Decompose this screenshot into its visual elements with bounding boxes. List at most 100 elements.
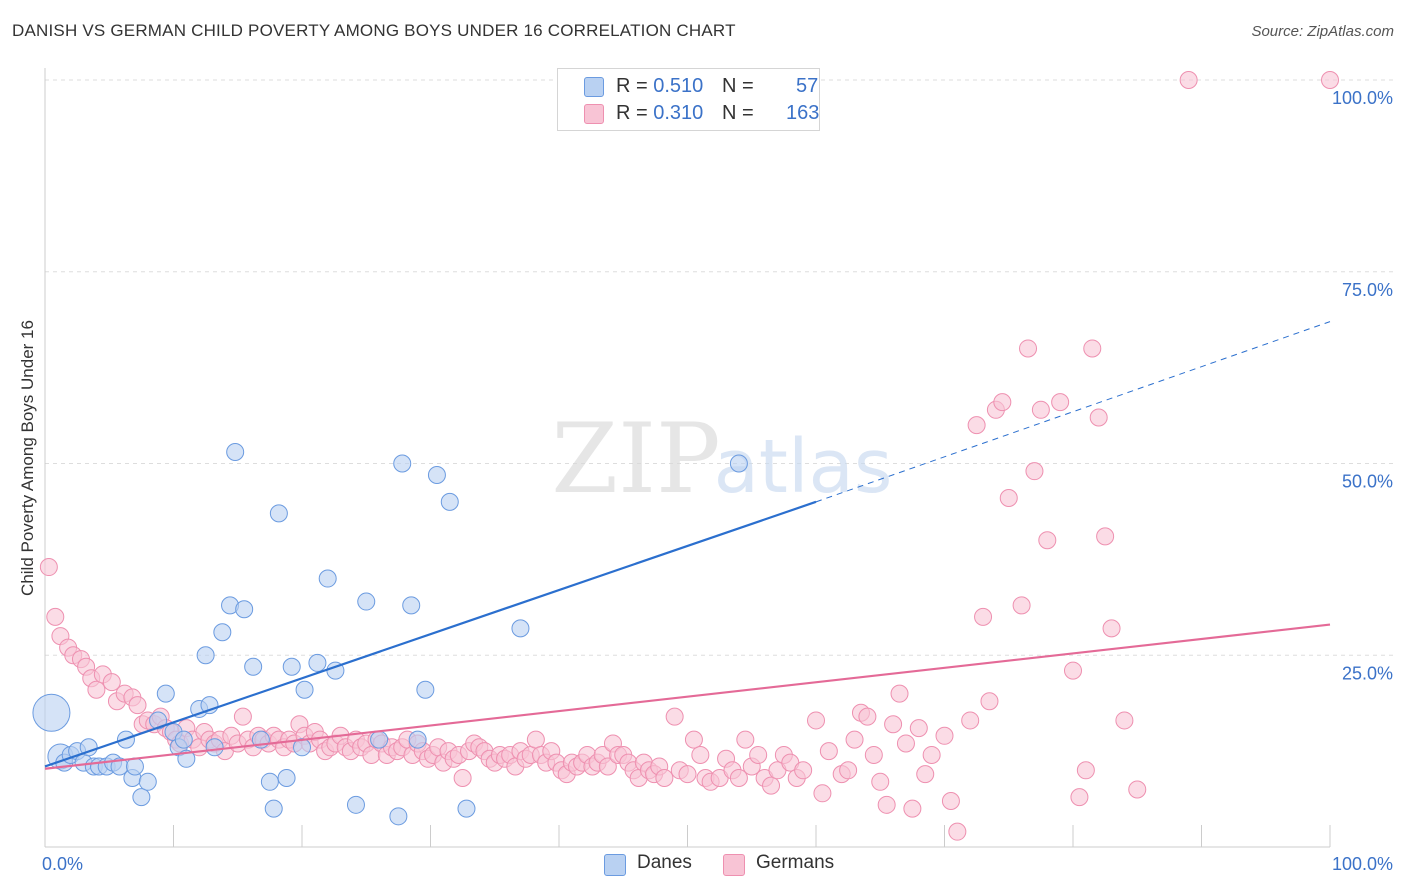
germans-point-156 [941,791,960,810]
danes-point-38 [293,738,311,757]
trend-lines [44,321,1331,770]
germans-point-14 [128,696,147,715]
germans-point-129 [749,745,768,764]
germans-point-115 [655,768,674,787]
germans-point-10 [102,673,121,692]
germans-trend-line [44,623,1331,770]
danes-point-27 [213,623,232,642]
germans-point-33 [233,707,252,726]
germans-point-118 [678,765,697,784]
y-tick-label-100: 100.0% [1332,88,1393,108]
danes-point-6 [79,738,98,757]
danes-point-50 [416,680,435,699]
danes-point-41 [318,569,337,588]
danes-point-21 [174,730,193,749]
danes-point-46 [389,807,408,826]
germans-point-170 [1051,393,1070,412]
danes-point-26 [205,738,224,757]
germans-point-176 [1096,527,1115,546]
source-label: Source: ZipAtlas.com [1251,23,1394,40]
germans-point-174 [1083,339,1102,358]
germans-point-90 [526,730,545,749]
germans-point-178 [1115,711,1134,730]
danes-point-17 [149,711,168,730]
germans-point-157 [948,822,967,841]
germans-point-179 [1128,780,1147,799]
germans-r-value: 0.310 [653,102,704,124]
germans-point-119 [684,730,703,749]
germans-legend-label: Germans [756,852,835,873]
y-axis-label: Child Poverty Among Boys Under 16 [18,320,37,596]
danes-point-0 [32,693,71,732]
tick-labels: 25.0% 50.0% 75.0% 100.0% 0.0% 100.0% [42,88,1393,874]
germans-point-163 [993,393,1012,412]
danes-point-29 [226,442,245,461]
germans-point-165 [1012,596,1031,615]
danes-point-34 [264,799,283,818]
danes-point-33 [260,772,279,791]
germans-point-139 [819,742,838,761]
danes-point-51 [427,466,446,485]
germans-point-141 [839,761,858,780]
germans-point-161 [980,692,999,711]
danes-point-35 [269,504,288,523]
y-tick-label-25: 25.0% [1342,663,1393,683]
germans-point-76 [453,768,472,787]
x-tick-label-100: 100.0% [1332,854,1393,874]
germans-point-8 [87,680,106,699]
danes-swatch [584,77,604,97]
germans-point-160 [974,607,993,626]
germans-point-136 [794,761,813,780]
germans-legend-swatch [723,854,745,876]
danes-point-49 [408,730,427,749]
danes-point-15 [132,788,151,807]
danes-point-22 [177,749,196,768]
danes-point-39 [295,680,314,699]
germans-point-168 [1031,400,1050,419]
germans-point-152 [909,719,928,738]
chart-title: DANISH VS GERMAN CHILD POVERTY AMONG BOY… [12,21,736,40]
danes-point-52 [440,492,459,511]
danes-point-47 [393,454,412,473]
germans-point-150 [896,734,915,753]
danes-point-36 [277,768,296,787]
germans-point-149 [890,684,909,703]
germans-point-155 [935,726,954,745]
germans-r-label: R = [616,102,648,124]
danes-trend-line [44,500,817,768]
germans-point-131 [762,776,781,795]
x-tick-label-0: 0.0% [42,854,83,874]
danes-n-value: 57 [796,75,819,97]
y-tick-label-75: 75.0% [1342,280,1393,300]
germans-point-158 [961,711,980,730]
germans-point-177 [1102,619,1121,638]
germans-swatch [584,104,604,124]
germans-point-173 [1076,761,1095,780]
germans-point-120 [691,745,710,764]
germans-point-144 [858,707,877,726]
germans-n-value: 163 [786,102,820,124]
danes-point-14 [125,757,144,776]
danes-point-54 [511,619,530,638]
germans-point-164 [999,489,1018,508]
germans-point-169 [1038,531,1057,550]
germans-point-166 [1019,339,1038,358]
germans-point-126 [729,768,748,787]
danes-r-value: 0.510 [653,75,704,97]
danes-trend-extension [815,321,1331,503]
danes-point-24 [196,646,215,665]
y-tick-label-50: 50.0% [1342,472,1393,492]
germans-point-159 [967,416,986,435]
germans-point-171 [1064,661,1082,680]
correlation-legend: R = 0.510 N = 57 R = 0.310 N = 163 [557,68,820,131]
germans-point-167 [1025,462,1044,481]
germans-point-137 [807,711,825,730]
germans-point-148 [884,715,903,734]
germans-point-172 [1070,788,1089,807]
germans-point-127 [736,730,755,749]
danes-point-31 [244,657,263,676]
germans-point-104 [598,757,617,776]
germans-point-180 [1179,71,1198,89]
grid-lines [45,79,1395,656]
danes-point-40 [308,653,327,672]
